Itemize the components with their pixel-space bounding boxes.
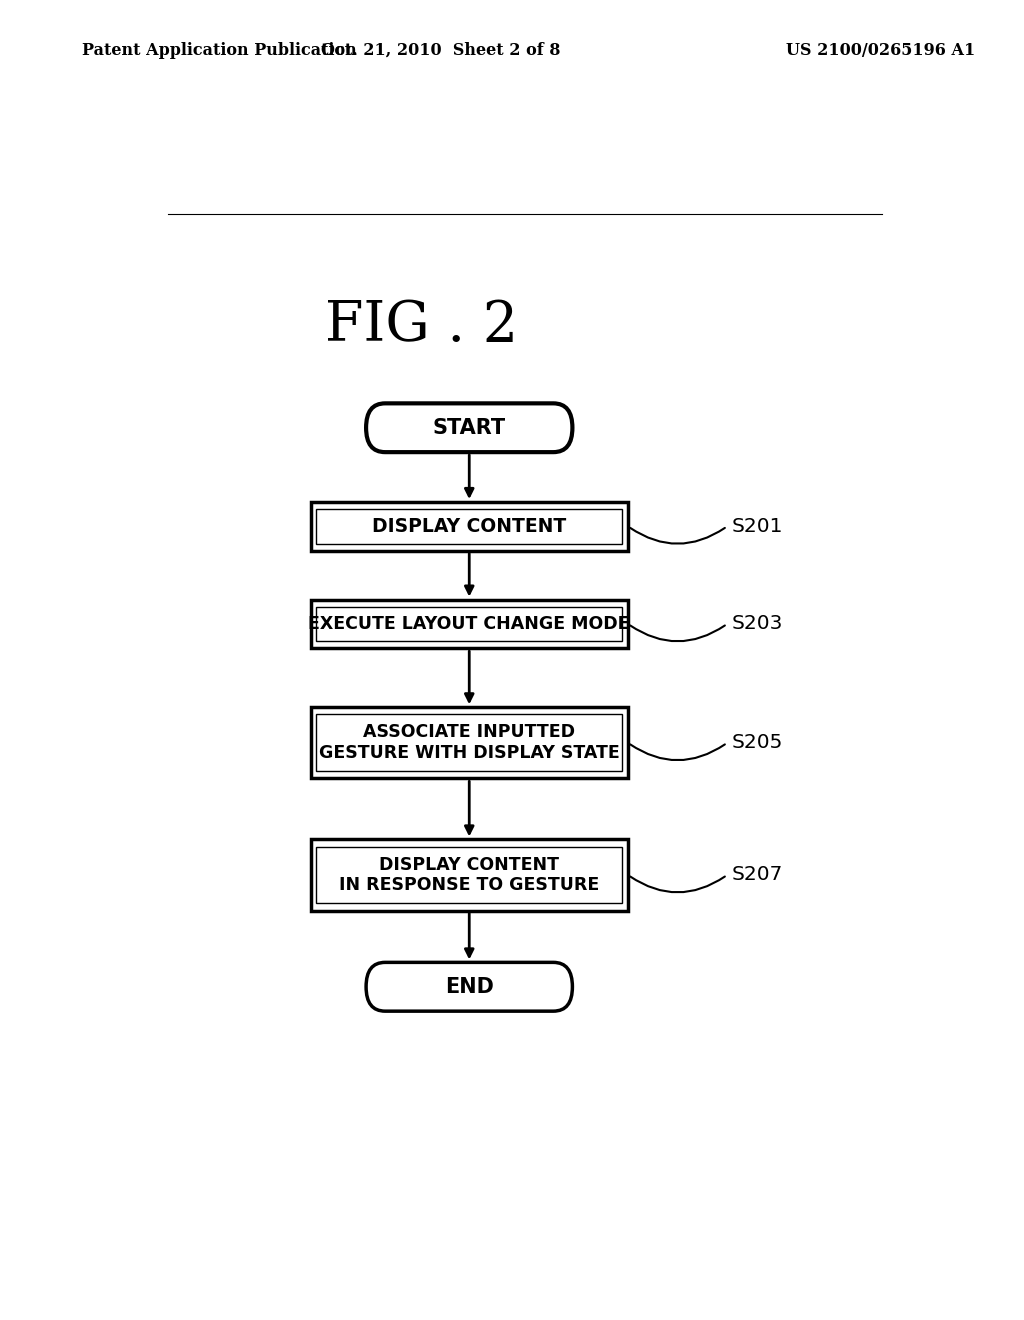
FancyBboxPatch shape — [367, 962, 572, 1011]
FancyBboxPatch shape — [310, 708, 628, 779]
FancyBboxPatch shape — [310, 840, 628, 911]
FancyBboxPatch shape — [316, 714, 623, 771]
FancyBboxPatch shape — [316, 846, 623, 903]
Text: S203: S203 — [731, 614, 782, 634]
Text: S205: S205 — [731, 734, 782, 752]
Text: Oct. 21, 2010  Sheet 2 of 8: Oct. 21, 2010 Sheet 2 of 8 — [321, 42, 560, 58]
FancyBboxPatch shape — [316, 607, 623, 642]
Text: END: END — [444, 977, 494, 997]
Text: EXECUTE LAYOUT CHANGE MODE: EXECUTE LAYOUT CHANGE MODE — [308, 615, 630, 632]
Text: DISPLAY CONTENT: DISPLAY CONTENT — [372, 517, 566, 536]
Text: FIG . 2: FIG . 2 — [325, 298, 518, 354]
FancyBboxPatch shape — [367, 404, 572, 453]
Text: S201: S201 — [731, 517, 782, 536]
Text: DISPLAY CONTENT
IN RESPONSE TO GESTURE: DISPLAY CONTENT IN RESPONSE TO GESTURE — [339, 855, 599, 895]
Text: Patent Application Publication: Patent Application Publication — [82, 42, 356, 58]
FancyBboxPatch shape — [310, 502, 628, 550]
FancyBboxPatch shape — [316, 510, 623, 544]
FancyBboxPatch shape — [310, 599, 628, 648]
Text: US 2100/0265196 A1: US 2100/0265196 A1 — [786, 42, 975, 58]
Text: START: START — [433, 417, 506, 438]
Text: S207: S207 — [731, 866, 782, 884]
Text: ASSOCIATE INPUTTED
GESTURE WITH DISPLAY STATE: ASSOCIATE INPUTTED GESTURE WITH DISPLAY … — [318, 723, 620, 762]
